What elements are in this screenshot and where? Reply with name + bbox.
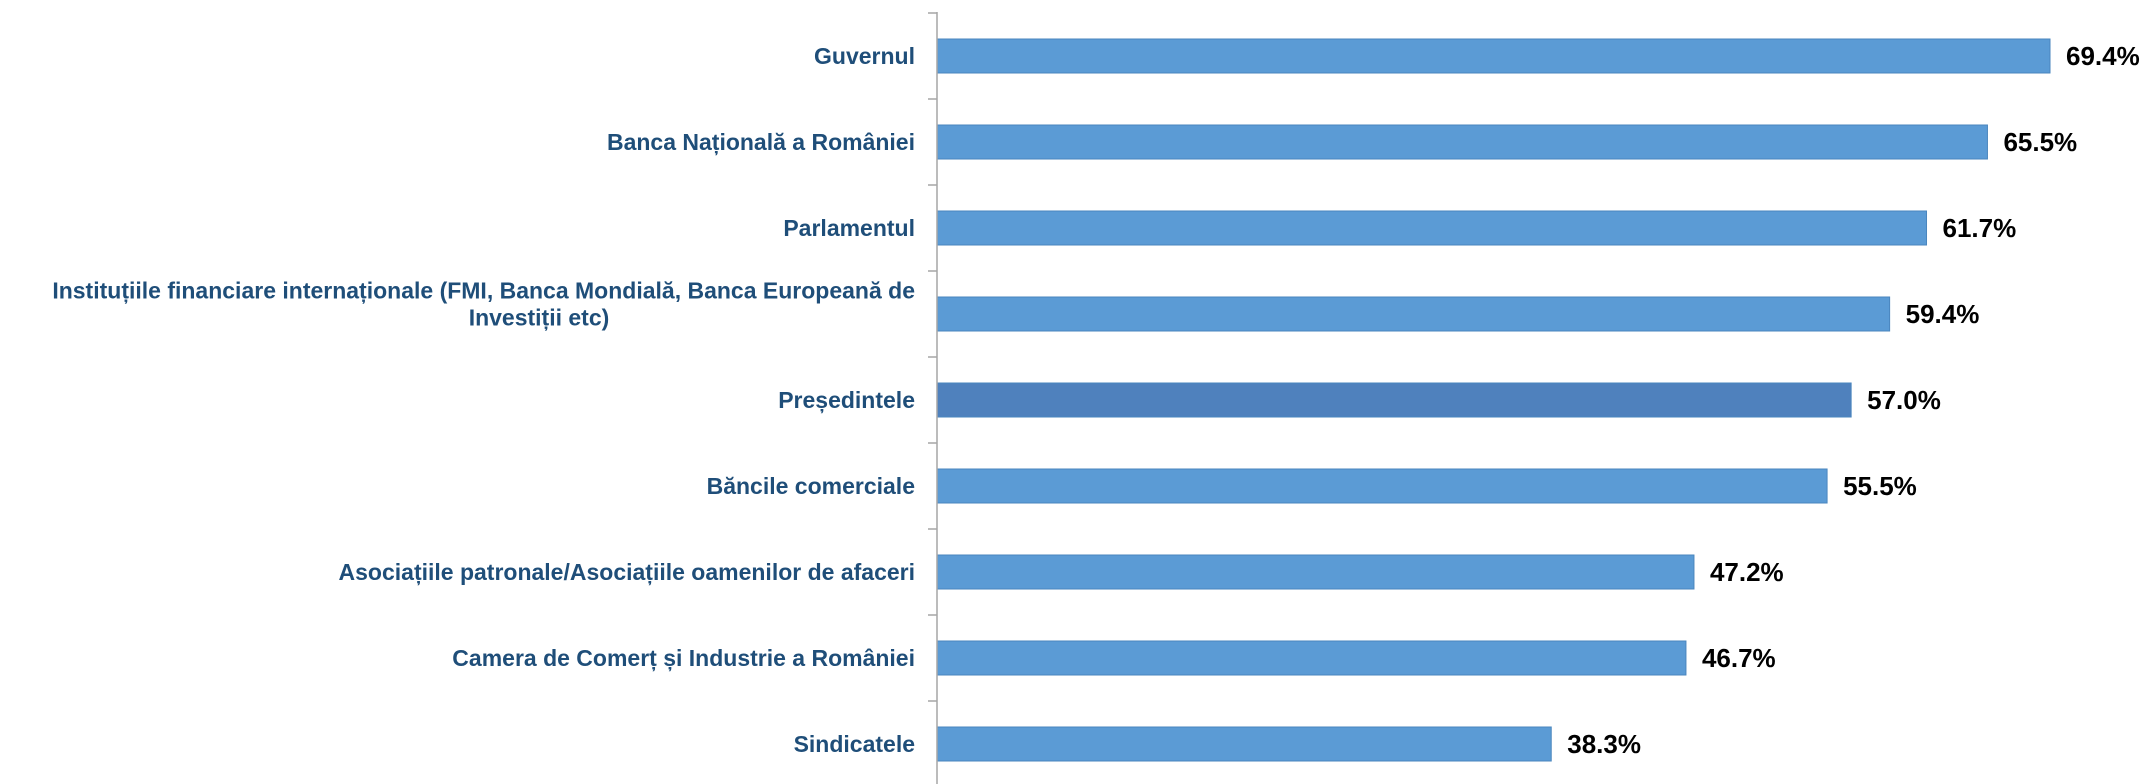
bar [936,124,1988,160]
data-label: 59.4% [1906,299,1980,329]
category-label: Banca Națională a României [607,129,915,156]
data-label: 38.3% [1567,729,1641,759]
data-label: 61.7% [1943,213,2017,243]
bar [936,468,1828,504]
category-label: Sindicatele [794,731,915,757]
category-labels: Guvernul Banca Națională a României Parlam… [52,43,915,757]
bar [936,210,1928,246]
category-label: Guvernul [814,43,915,69]
data-label: 65.5% [2003,127,2077,157]
data-label: 46.7% [1702,643,1776,673]
data-label: 47.2% [1710,557,1784,587]
bar [936,640,1687,676]
bar [936,554,1695,590]
category-label: Băncile comerciale [707,473,915,499]
bar [936,296,1891,332]
value-labels: 69.4% 65.5% 61.7% 59.4% 57.0% 55.5% 47.2% 46.7%… [1567,41,2139,759]
y-axis [928,12,938,784]
data-label: 69.4% [2066,41,2140,71]
data-label: 55.5% [1843,471,1917,501]
bar [936,382,1852,418]
category-label: Camera de Comerț și Industrie a României [452,645,915,672]
bar [936,38,2051,74]
category-label: Parlamentul [783,215,915,241]
category-label: Instituțiile financiare internaționale (… [52,278,915,332]
category-label: Asociațiile patronale/Asociațiile oameni… [339,559,915,586]
bars [936,38,2051,762]
category-label: Președintele [778,387,915,414]
data-label: 57.0% [1867,385,1941,415]
bar [936,726,1552,762]
